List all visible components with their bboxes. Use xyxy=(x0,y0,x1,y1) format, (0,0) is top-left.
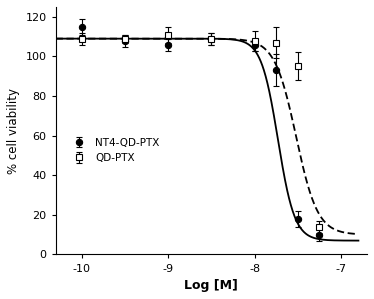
X-axis label: Log [M]: Log [M] xyxy=(184,279,238,292)
Y-axis label: % cell viability: % cell viability xyxy=(7,88,20,174)
Legend: NT4-QD-PTX, QD-PTX: NT4-QD-PTX, QD-PTX xyxy=(67,138,160,163)
